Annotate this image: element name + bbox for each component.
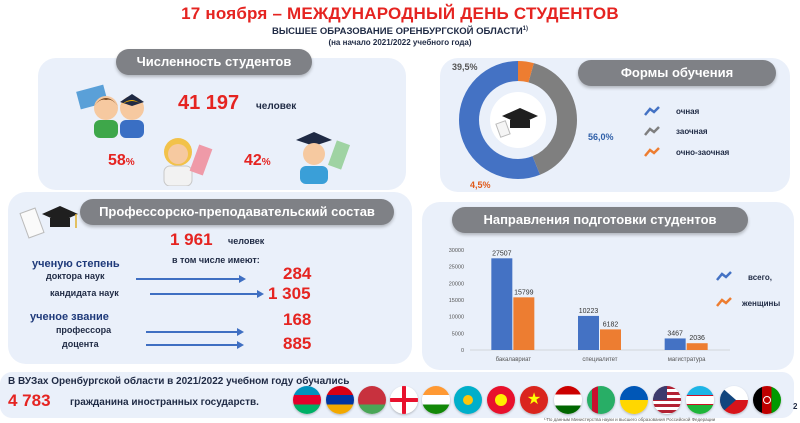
directions-title: Направления подготовки студентов: [452, 207, 748, 233]
male-percent-value: 42: [244, 152, 262, 169]
georgia-flag: [390, 386, 418, 414]
czechia-flag: [720, 386, 748, 414]
professors-value: 168: [283, 310, 312, 329]
kazakhstan-flag: [454, 386, 482, 414]
bar-women: [600, 329, 621, 350]
staff-including: в том числе имеют:: [172, 255, 260, 265]
forms-donut-chart: [459, 61, 577, 179]
doctors-arrow: [136, 275, 246, 283]
category-label: магистратура: [668, 357, 706, 363]
y-tick-label: 25000: [449, 265, 464, 271]
y-tick-label: 5000: [452, 331, 464, 337]
bar-value-label: 15799: [514, 289, 534, 296]
page-number: 2: [793, 402, 798, 411]
armenia-flag: [326, 386, 354, 414]
y-tick-label: 10000: [449, 315, 464, 321]
docents-arrow: [146, 341, 244, 349]
female-percent-sign: %: [125, 157, 135, 168]
candidates-value: 1 305: [268, 284, 311, 303]
professors-label: профессора: [56, 325, 112, 335]
female-student-icon: [163, 138, 213, 186]
forms-legend-evening-icon: [644, 147, 660, 157]
directions-bar-chart: 30000 25000 20000 15000 10000 5000 0 27507 15799…: [449, 248, 730, 363]
page-note: (на начало 2021/2022 учебного года): [328, 38, 472, 47]
belarus-flag: [358, 386, 386, 414]
bar-women: [513, 297, 535, 350]
forms-legend-evening: очно-заочная: [676, 148, 730, 157]
degree-heading: ученую степень: [32, 258, 120, 270]
azerbaijan-flag: [293, 386, 321, 414]
forms-legend-parttime-icon: [644, 126, 660, 136]
forms-legend-fulltime-icon: [644, 106, 660, 116]
staff-count: 1 961: [170, 230, 213, 249]
docents-label: доцента: [62, 339, 99, 349]
page-title: 17 ноября – МЕЖДУНАРОДНЫЙ ДЕНЬ СТУДЕНТОВ: [181, 4, 619, 23]
y-tick-label: 15000: [449, 298, 464, 304]
tajikistan-flag: [554, 386, 582, 414]
chart-legend-total-icon: [716, 271, 732, 281]
bar-value-label: 2036: [689, 335, 705, 342]
candidates-arrow: [150, 290, 264, 298]
doctors-label: доктора наук: [46, 271, 105, 281]
bar-total: [491, 258, 513, 350]
india-flag: [422, 386, 450, 414]
foreign-students-line1: В ВУЗах Оренбургской области в 2021/2022…: [8, 376, 350, 387]
chart-legend-women-icon: [716, 297, 732, 307]
bar-value-label: 3467: [667, 330, 683, 337]
y-tick-label: 30000: [449, 248, 464, 254]
bar-value-label: 27507: [492, 250, 512, 257]
forms-title: Формы обучения: [578, 60, 776, 86]
source-note: ¹⁾По данным Министерства науки и высшего…: [544, 417, 716, 422]
ukraine-flag: [620, 386, 648, 414]
doctors-value: 284: [283, 264, 312, 283]
usa-flag: [653, 386, 681, 414]
bar-total: [578, 315, 599, 350]
forms-legend-parttime: заочная: [676, 127, 708, 136]
chart-legend-women: женщины: [742, 299, 781, 308]
forms-label-top: 39,5%: [452, 62, 478, 72]
page-subtitle: ВЫСШЕЕ ОБРАЗОВАНИЕ ОРЕНБУРГСКОЙ ОБЛАСТИ1…: [0, 26, 800, 37]
professors-arrow: [146, 328, 244, 336]
y-tick-label: 0: [461, 348, 464, 354]
turkmenistan-flag: [587, 386, 615, 414]
category-label: бакалавриат: [496, 357, 532, 363]
students-count: 41 197: [178, 92, 240, 114]
male-student-icon: [296, 132, 351, 184]
students-icon: [76, 84, 144, 138]
kyrgyzstan-flag: [487, 386, 515, 414]
chart-legend-total: всего,: [748, 273, 772, 282]
docents-value: 885: [283, 334, 312, 353]
forms-segment-evening: [459, 61, 577, 179]
male-percent: 42%: [244, 152, 271, 170]
y-tick-label: 20000: [449, 281, 464, 287]
foreign-students-count: 4 783: [8, 391, 51, 410]
female-percent-value: 58: [108, 152, 126, 169]
bar-value-label: 6182: [603, 321, 619, 328]
bar-total: [664, 338, 686, 350]
graduation-cap-diploma-icon: [19, 206, 78, 239]
bar-value-label: 10223: [579, 308, 599, 315]
staff-unit: человек: [228, 236, 265, 246]
forms-legend-fulltime: очная: [676, 107, 700, 116]
foreign-students-line2: гражданина иностранных государств.: [70, 397, 259, 408]
forms-label-right: 56,0%: [588, 132, 614, 142]
forms-label-bottom: 4,5%: [470, 180, 491, 190]
uzbekistan-flag: [686, 386, 714, 414]
forms-segment-parttime: [459, 61, 577, 179]
male-percent-sign: %: [261, 157, 271, 168]
students-unit: человек: [256, 101, 297, 112]
subtitle-text: ВЫСШЕЕ ОБРАЗОВАНИЕ ОРЕНБУРГСКОЙ ОБЛАСТИ: [272, 26, 523, 38]
staff-title: Профессорско-преподавательский состав: [80, 199, 394, 225]
bar-women: [686, 343, 708, 350]
rank-heading: ученое звание: [30, 311, 109, 323]
vietnam-flag: ★: [520, 386, 548, 414]
subtitle-footnote-mark: 1): [522, 26, 528, 32]
afghanistan-flag: [753, 386, 781, 414]
category-label: специалитет: [582, 357, 617, 363]
female-percent: 58%: [108, 152, 135, 170]
students-title: Численность студентов: [116, 49, 312, 75]
candidates-label: кандидата наук: [50, 288, 119, 298]
